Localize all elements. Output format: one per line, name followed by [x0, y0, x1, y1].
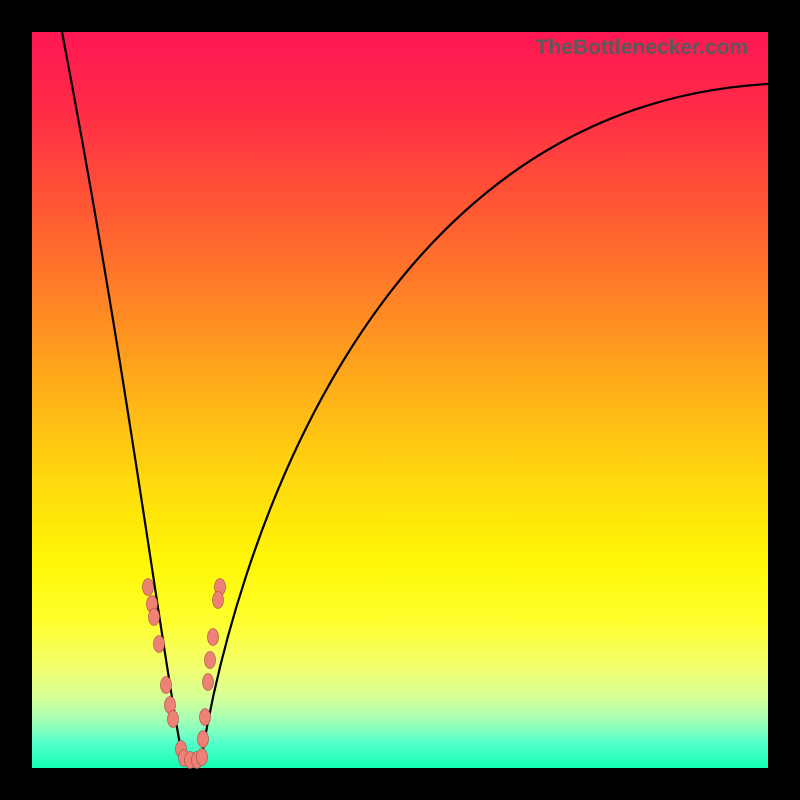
- curve-right: [202, 84, 768, 755]
- marker-point: [168, 711, 179, 728]
- marker-point: [208, 629, 219, 646]
- marker-point: [197, 749, 208, 766]
- marker-point: [143, 579, 154, 596]
- marker-point: [213, 592, 224, 609]
- marker-point: [203, 674, 214, 691]
- marker-point: [198, 731, 209, 748]
- marker-point: [149, 609, 160, 626]
- plot-area: [32, 32, 768, 768]
- marker-point: [154, 636, 165, 653]
- watermark-text: TheBottlenecker.com: [536, 36, 748, 60]
- chart-svg: [32, 32, 768, 768]
- chart-frame: TheBottlenecker.com: [0, 0, 800, 800]
- marker-point: [205, 652, 216, 669]
- marker-point: [161, 677, 172, 694]
- marker-point: [200, 709, 211, 726]
- marker-group: [143, 579, 226, 769]
